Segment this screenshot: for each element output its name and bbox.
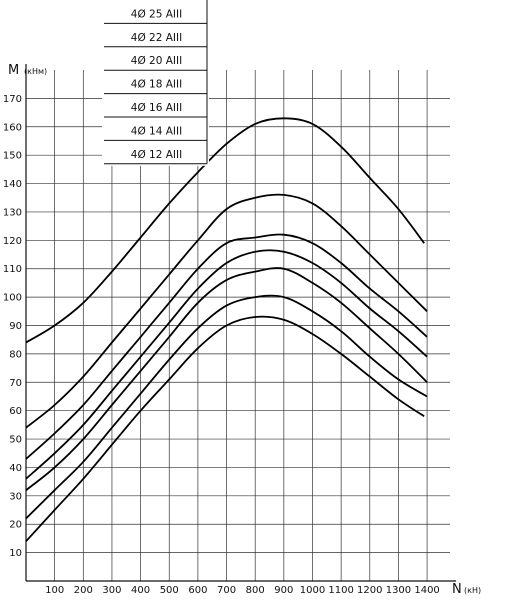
- legend-entry-5: 4Ø 16 AIII: [131, 102, 182, 114]
- series-line-4: [25, 249, 428, 480]
- y-tick-label: 30: [9, 491, 22, 502]
- y-tick-label: 160: [3, 122, 22, 133]
- x-tick-label: 300: [102, 585, 121, 596]
- axes: [25, 64, 456, 582]
- y-tick-label: 170: [3, 94, 22, 105]
- y-tick-label: 130: [3, 207, 22, 218]
- y-tick-label: 90: [9, 321, 22, 332]
- x-tick-label: 800: [246, 585, 265, 596]
- x-tick-label: 1200: [357, 585, 382, 596]
- x-axis-unit: (кН): [464, 586, 481, 595]
- series-line-3: [25, 233, 428, 460]
- x-tick-label: 400: [131, 585, 150, 596]
- y-tick-label: 20: [9, 520, 22, 531]
- y-tick-label: 120: [3, 236, 22, 247]
- x-axis-symbol: N: [452, 582, 462, 597]
- x-tick-label: 1400: [414, 585, 439, 596]
- y-tick-label: 40: [9, 463, 22, 474]
- x-tick-label: 700: [217, 585, 236, 596]
- series-line-2: [25, 193, 428, 429]
- y-axis-unit: (кНм): [24, 67, 47, 76]
- legend-entry-3: 4Ø 20 AIII: [131, 55, 182, 67]
- y-tick-label: 80: [9, 349, 22, 360]
- series-lines: [25, 117, 428, 542]
- legend-entry-4: 4Ø 18 AIII: [131, 79, 182, 91]
- x-tick-label: 1000: [300, 585, 325, 596]
- series-line-6: [25, 294, 428, 520]
- x-tick-label: 100: [45, 585, 64, 596]
- legend-background: [102, 0, 209, 166]
- y-tick-label: 100: [3, 293, 22, 304]
- tick-labels: 10 20 30 40 50 60 70 80 90 100 110 120 130 140 150 160 1…: [3, 94, 440, 596]
- y-tick-label: 150: [3, 151, 22, 162]
- series-line-7: [25, 315, 425, 542]
- legend-entry-6: 4Ø 14 AIII: [131, 125, 182, 137]
- x-tick-label: 600: [188, 585, 207, 596]
- x-tick-label: 500: [160, 585, 179, 596]
- legend: 4Ø 25 AIII 4Ø 22 AIII 4Ø 20 AIII 4Ø 18 AIII…: [102, 0, 209, 166]
- x-tick-label: 1300: [386, 585, 411, 596]
- y-tick-label: 70: [9, 378, 22, 389]
- series-line-1: [25, 117, 425, 344]
- x-tick-label: 900: [274, 585, 293, 596]
- legend-entry-1: 4Ø 25 AIII: [131, 8, 182, 20]
- series-line-5: [25, 267, 428, 491]
- y-tick-label: 50: [9, 435, 22, 446]
- y-axis-symbol: M: [8, 63, 19, 78]
- legend-entry-2: 4Ø 22 AIII: [131, 32, 182, 44]
- x-tick-label: 200: [74, 585, 93, 596]
- y-tick-label: 110: [3, 264, 22, 275]
- y-tick-label: 60: [9, 406, 22, 417]
- y-tick-label: 140: [3, 179, 22, 190]
- y-tick-label: 10: [9, 548, 22, 559]
- x-tick-label: 1100: [328, 585, 353, 596]
- legend-entry-7: 4Ø 12 AIII: [131, 149, 182, 161]
